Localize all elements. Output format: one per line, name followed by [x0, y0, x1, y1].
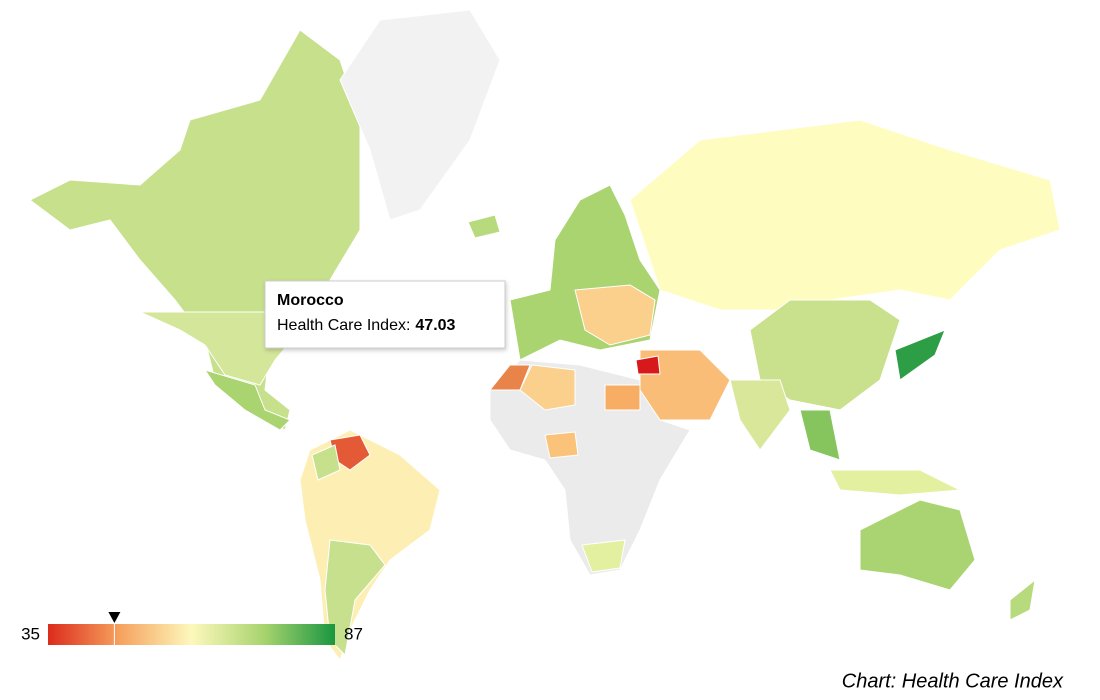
algeria[interactable]: [519, 364, 576, 411]
scale-max: 87: [344, 624, 363, 643]
southern-cone[interactable]: [324, 539, 386, 657]
tooltip-value: 47.03: [415, 317, 455, 334]
middle-east[interactable]: [639, 349, 731, 421]
scale-marker: [108, 612, 121, 623]
color-scale: [48, 624, 335, 645]
africa[interactable]: [489, 359, 691, 576]
eastern-europe[interactable]: [574, 284, 656, 346]
egypt[interactable]: [604, 384, 641, 411]
nigeria[interactable]: [544, 431, 579, 459]
morocco[interactable]: [488, 364, 531, 391]
greenland[interactable]: [339, 9, 501, 221]
india[interactable]: [729, 379, 791, 451]
indonesia[interactable]: [829, 469, 962, 496]
russia[interactable]: [629, 119, 1061, 311]
tooltip-box: [264, 280, 506, 349]
iceland[interactable]: [467, 214, 501, 239]
color-legend: 35 87: [21, 612, 363, 645]
tooltip-country: Morocco: [277, 292, 344, 309]
colombia[interactable]: [311, 444, 341, 481]
tooltip-line: Health Care Index: 47.03: [277, 317, 456, 334]
tooltip: Morocco Health Care Index: 47.03: [264, 280, 506, 349]
footer: Chart: Health Care Index: [842, 670, 1064, 692]
world-map: [29, 9, 1061, 662]
tooltip-label: Health Care Index:: [277, 317, 410, 334]
south-africa[interactable]: [581, 539, 626, 573]
mexico[interactable]: [203, 369, 291, 431]
japan[interactable]: [894, 329, 946, 381]
new-zealand[interactable]: [1009, 578, 1036, 621]
syria[interactable]: [635, 355, 661, 375]
north-america[interactable]: [29, 29, 361, 431]
southeast-asia[interactable]: [799, 409, 841, 461]
australia[interactable]: [859, 499, 976, 591]
scale-min: 35: [21, 624, 40, 643]
